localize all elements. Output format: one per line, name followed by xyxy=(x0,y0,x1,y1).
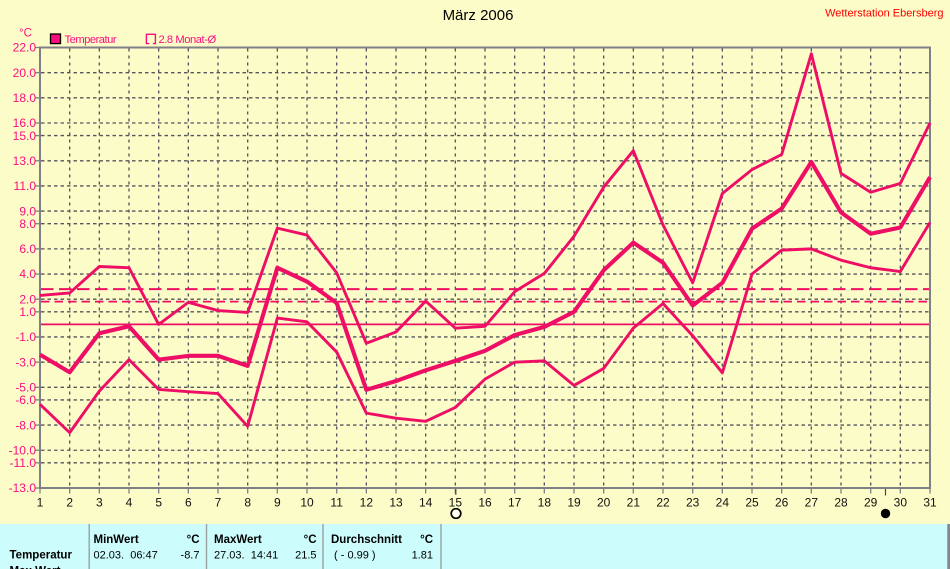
svg-text:Temperatur: Temperatur xyxy=(65,34,117,46)
svg-text:13: 13 xyxy=(389,496,403,510)
svg-text:2: 2 xyxy=(66,496,73,510)
svg-text:14: 14 xyxy=(419,496,433,510)
svg-text:13.0: 13.0 xyxy=(13,154,37,168)
svg-text:1.81: 1.81 xyxy=(412,550,433,562)
svg-text:4: 4 xyxy=(126,496,133,510)
svg-text:-8.0: -8.0 xyxy=(15,418,36,432)
svg-text:8: 8 xyxy=(244,496,251,510)
svg-text:02.03. 06:47: 02.03. 06:47 xyxy=(94,550,158,562)
svg-text:°C: °C xyxy=(19,28,32,40)
svg-text:-6.0: -6.0 xyxy=(15,393,36,407)
svg-text:31: 31 xyxy=(923,496,937,510)
svg-text:4.0: 4.0 xyxy=(19,267,36,281)
svg-text:15: 15 xyxy=(449,496,463,510)
svg-text:7: 7 xyxy=(215,496,222,510)
svg-text:22: 22 xyxy=(656,496,670,510)
svg-text:9.0: 9.0 xyxy=(19,204,36,218)
svg-text:19: 19 xyxy=(567,496,581,510)
svg-text:März 2006: März 2006 xyxy=(443,7,514,24)
svg-text:Wetterstation Ebersberg: Wetterstation Ebersberg xyxy=(825,8,943,20)
svg-text:15.0: 15.0 xyxy=(13,129,37,143)
svg-text:23: 23 xyxy=(686,496,700,510)
svg-text:Durchschnitt: Durchschnitt xyxy=(331,534,402,546)
svg-text:-8.7: -8.7 xyxy=(181,550,200,562)
svg-text:18: 18 xyxy=(538,496,552,510)
svg-text:6.0: 6.0 xyxy=(19,242,36,256)
svg-text:Temperatur: Temperatur xyxy=(10,550,73,562)
svg-text:12: 12 xyxy=(360,496,374,510)
svg-text:-1.0: -1.0 xyxy=(15,330,36,344)
svg-text:17: 17 xyxy=(508,496,522,510)
svg-text:25: 25 xyxy=(745,496,759,510)
svg-text:-13.0: -13.0 xyxy=(9,481,37,495)
svg-text:16: 16 xyxy=(478,496,492,510)
svg-text:21: 21 xyxy=(627,496,641,510)
svg-text:-10.0: -10.0 xyxy=(9,443,37,457)
svg-text:21.5: 21.5 xyxy=(295,550,316,562)
svg-text:-5.0: -5.0 xyxy=(15,381,36,395)
svg-text:11: 11 xyxy=(330,496,343,510)
svg-text:8.0: 8.0 xyxy=(19,217,36,231)
svg-text:27: 27 xyxy=(805,496,819,510)
svg-text:27.03. 14:41: 27.03. 14:41 xyxy=(214,550,278,562)
svg-text:18.0: 18.0 xyxy=(13,91,37,105)
svg-text:9: 9 xyxy=(274,496,281,510)
svg-text:-11.0: -11.0 xyxy=(10,456,37,470)
svg-text:1.0: 1.0 xyxy=(19,305,36,319)
svg-text:°C: °C xyxy=(304,534,317,546)
svg-text:MinWert: MinWert xyxy=(94,534,139,546)
svg-text:22.0: 22.0 xyxy=(13,41,37,55)
svg-text:°C: °C xyxy=(420,534,433,546)
svg-text:28: 28 xyxy=(834,496,848,510)
svg-text:2.0: 2.0 xyxy=(19,292,36,306)
svg-text:24: 24 xyxy=(716,496,730,510)
svg-text:20: 20 xyxy=(597,496,611,510)
svg-text:16.0: 16.0 xyxy=(13,116,37,130)
svg-text:10: 10 xyxy=(300,496,314,510)
svg-text:MaxWert: MaxWert xyxy=(214,534,262,546)
svg-text:°C: °C xyxy=(187,534,200,546)
svg-text:3: 3 xyxy=(96,496,103,510)
svg-text:Max.Wert: Max.Wert xyxy=(10,566,61,569)
svg-text:30: 30 xyxy=(894,496,908,510)
svg-text:5: 5 xyxy=(155,496,162,510)
svg-text:20.0: 20.0 xyxy=(13,66,37,80)
svg-text:11.0: 11.0 xyxy=(14,179,37,193)
svg-text:26: 26 xyxy=(775,496,789,510)
svg-text:6: 6 xyxy=(185,496,192,510)
svg-text:1: 1 xyxy=(37,496,44,510)
svg-text:-3.0: -3.0 xyxy=(15,355,36,369)
svg-text:29: 29 xyxy=(864,496,878,510)
svg-text:( - 0.99 ): ( - 0.99 ) xyxy=(334,550,376,562)
svg-text:2.8 Monat-Ø: 2.8 Monat-Ø xyxy=(159,34,217,46)
